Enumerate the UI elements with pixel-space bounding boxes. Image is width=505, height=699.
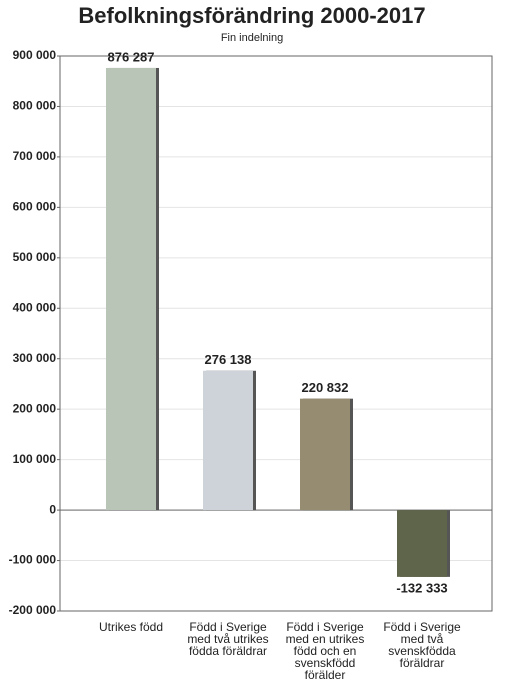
chart-title: Befolkningsförändring 2000-2017 — [78, 3, 425, 28]
chart-subtitle: Fin indelning — [221, 32, 283, 44]
x-tick-label: Född i Sverige med två utrikes födda för… — [187, 620, 269, 658]
plot-frame — [59, 55, 493, 612]
y-tick-label: -200 000 — [9, 603, 57, 617]
y-tick-label: 0 — [49, 502, 56, 516]
x-tick-label: Utrikes född — [98, 620, 164, 634]
y-tick-label: -100 000 — [9, 553, 57, 567]
y-tick-label: 900 000 — [13, 48, 57, 62]
bar — [203, 370, 253, 511]
value-label: 276 138 — [205, 352, 252, 367]
y-tick-label: 200 000 — [13, 401, 57, 415]
y-tick-label: 500 000 — [13, 250, 57, 264]
y-tick-label: 800 000 — [13, 99, 57, 113]
y-tick-label: 600 000 — [13, 200, 57, 214]
x-tick-label: Född i Sverige med en utrikes född och e… — [285, 620, 365, 682]
value-label: 876 287 — [108, 49, 155, 64]
value-label: -132 333 — [396, 580, 447, 595]
x-tick-label: Född i Sverige med två svenskfödda föräl… — [383, 620, 461, 670]
y-tick-label: 300 000 — [13, 351, 57, 365]
bar — [397, 510, 447, 577]
value-label: 220 832 — [302, 380, 349, 395]
y-tick-label: 400 000 — [13, 300, 57, 314]
y-tick-label: 100 000 — [13, 452, 57, 466]
bar — [106, 67, 156, 511]
y-tick-label: 700 000 — [13, 149, 57, 163]
bar — [300, 398, 350, 511]
